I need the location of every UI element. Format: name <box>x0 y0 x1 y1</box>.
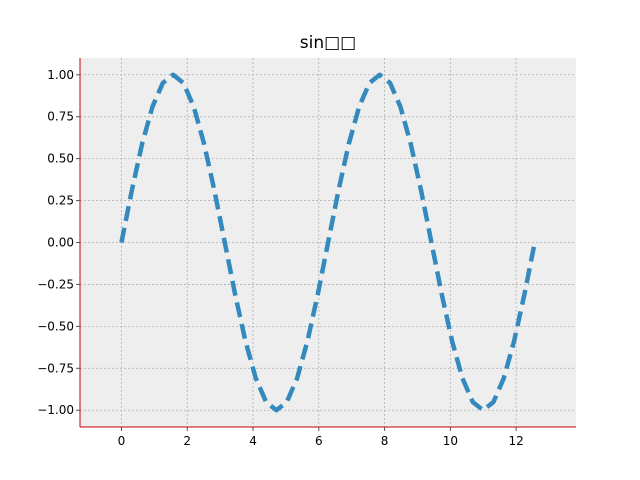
y-tick-label: 0.75 <box>47 110 74 124</box>
x-tick-label: 12 <box>508 434 523 448</box>
axis-ticks: 0 2 4 6 8 10 12 −1.00 −0.75 −0.50 −0.25 0.00 0.25 0.5… <box>37 68 524 448</box>
y-tick-label: −0.75 <box>37 361 74 375</box>
series-line <box>119 72 537 413</box>
chart-title: sin□□ <box>300 33 356 53</box>
x-tick-label: 0 <box>118 434 126 448</box>
y-tick-label: 1.00 <box>47 68 74 82</box>
y-tick-label: −1.00 <box>37 403 74 417</box>
grid <box>80 58 576 427</box>
y-tick-label: 0.25 <box>47 194 74 208</box>
y-tick-label: −0.50 <box>37 319 74 333</box>
y-tick-label: −0.25 <box>37 277 74 291</box>
y-tick-label: 0.50 <box>47 152 74 166</box>
x-tick-label: 6 <box>315 434 323 448</box>
x-tick-label: 10 <box>443 434 458 448</box>
x-tick-label: 8 <box>381 434 389 448</box>
series-layer <box>119 72 537 413</box>
x-tick-label: 2 <box>183 434 191 448</box>
x-tick-label: 4 <box>249 434 257 448</box>
y-tick-label: 0.00 <box>47 236 74 250</box>
